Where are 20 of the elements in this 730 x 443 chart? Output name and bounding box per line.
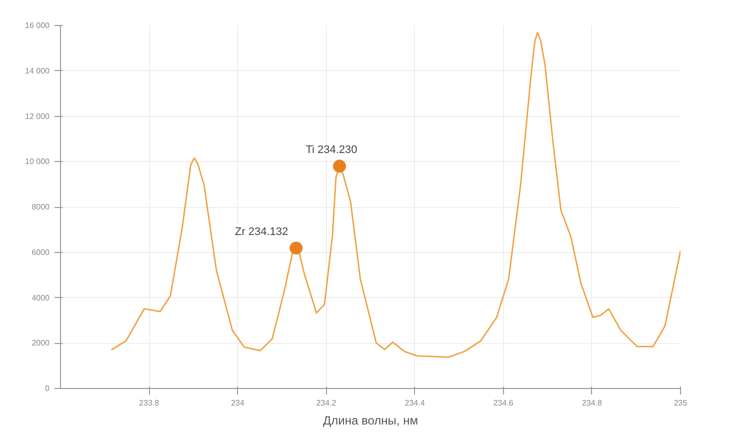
x-axis-title: Длина волны, нм bbox=[323, 414, 418, 428]
x-tick-label: 234.2 bbox=[316, 398, 337, 408]
y-tick-label: 4000 bbox=[32, 293, 50, 302]
y-tick-label: 2000 bbox=[32, 338, 50, 348]
x-tick-label: 234.6 bbox=[493, 398, 514, 408]
annotation: Ti 234.230 bbox=[306, 144, 358, 156]
x-tick-label: 234.4 bbox=[404, 398, 426, 408]
x-tick-label: 235 bbox=[674, 398, 688, 408]
y-tick-label: 12 000 bbox=[25, 112, 50, 121]
y-tick-label: 16 000 bbox=[25, 21, 50, 30]
x-tick-label: 234.8 bbox=[582, 398, 602, 408]
y-tick-label: 10 000 bbox=[25, 157, 50, 166]
annotation: Zr 234.132 bbox=[234, 226, 288, 238]
y-tick-label: 0 bbox=[45, 384, 50, 393]
y-tick-label: 14 000 bbox=[25, 66, 50, 76]
y-tick-label: 8000 bbox=[32, 202, 50, 212]
x-tick-label: 234 bbox=[230, 398, 245, 408]
y-tick-label: 6000 bbox=[32, 248, 50, 257]
x-tick-label: 233.8 bbox=[139, 398, 160, 408]
line-series bbox=[111, 32, 680, 358]
